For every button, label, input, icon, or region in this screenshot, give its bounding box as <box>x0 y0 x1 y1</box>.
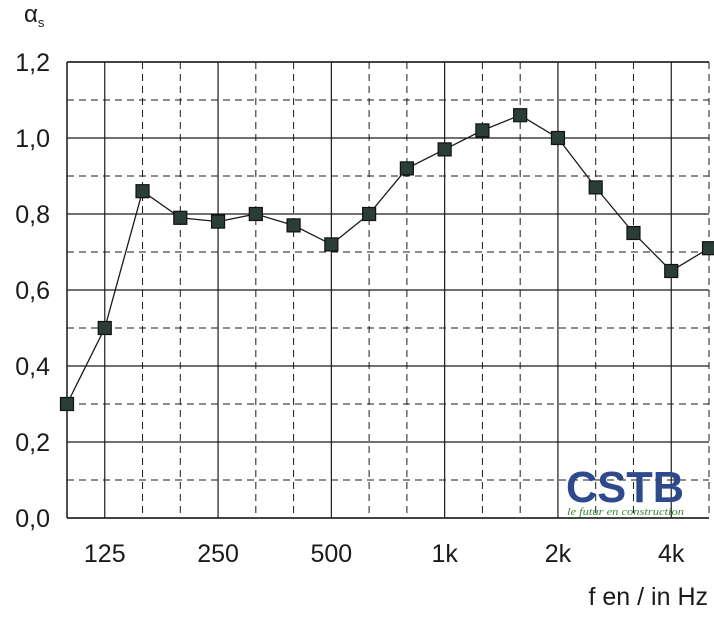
data-point <box>286 218 301 233</box>
x-tick-label: 125 <box>84 540 126 568</box>
data-point <box>475 123 490 138</box>
x-tick-label: 250 <box>197 540 239 568</box>
data-point <box>135 184 150 199</box>
x-tick-label: 4k <box>658 540 685 568</box>
cstb-logo: CSTB le futur en construction <box>566 463 684 518</box>
data-point <box>701 241 714 256</box>
y-tick-label: 1,0 <box>15 125 50 153</box>
x-tick-label: 500 <box>310 540 352 568</box>
data-point <box>437 142 452 157</box>
y-tick-label: 0,8 <box>15 201 50 229</box>
x-tick-labels: 125 250 500 1k 2k 4k <box>84 540 685 568</box>
data-point <box>513 108 528 123</box>
data-point <box>97 320 112 336</box>
series-polyline <box>66 114 710 405</box>
data-point <box>173 210 188 225</box>
x-tick-label: 1k <box>431 540 458 568</box>
y-tick-label: 0,2 <box>15 429 50 457</box>
series-markers <box>59 108 714 412</box>
data-point <box>626 225 641 241</box>
data-point <box>324 237 339 252</box>
data-point <box>248 206 263 222</box>
y-tick-label: 0,6 <box>15 277 50 305</box>
data-point <box>588 180 603 195</box>
x-axis-label: f en / in Hz <box>589 583 709 611</box>
y-tick-labels: 0,0 0,2 0,4 0,6 0,8 1,0 1,2 <box>15 49 50 533</box>
series-line <box>66 114 710 405</box>
data-point <box>210 214 226 229</box>
data-point <box>550 130 566 146</box>
y-tick-label: 1,2 <box>15 49 50 77</box>
cstb-logo-tagline: le futur en construction <box>567 507 684 518</box>
cstb-logo-text: CSTB <box>566 463 684 512</box>
data-point <box>664 263 679 279</box>
y-axis-label: αs <box>24 1 45 30</box>
y-tick-label: 0,4 <box>15 353 50 381</box>
data-point <box>362 206 377 222</box>
data-point <box>399 161 414 176</box>
grid <box>66 61 710 519</box>
y-tick-label: 0,0 <box>15 505 50 533</box>
x-tick-label: 2k <box>545 540 572 568</box>
data-point <box>59 396 75 412</box>
